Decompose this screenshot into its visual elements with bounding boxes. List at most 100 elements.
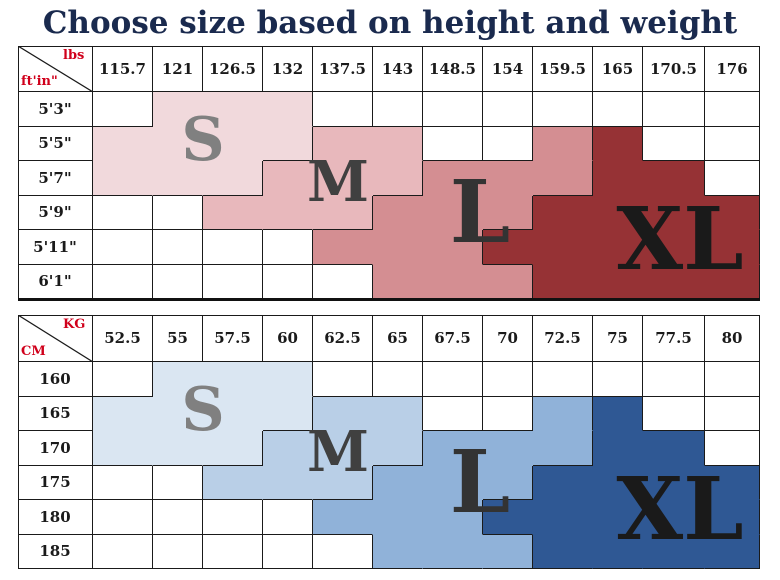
- metric-grid-cell: [313, 534, 373, 569]
- imperial-grid-cell: [593, 264, 643, 299]
- metric-grid-cell: [263, 465, 313, 500]
- table-divider: [18, 298, 760, 301]
- imperial-grid-cell: [643, 126, 705, 161]
- imperial-grid-cell: [593, 161, 643, 196]
- imperial-grid-cell: [313, 161, 373, 196]
- imperial-grid-cell: [203, 264, 263, 299]
- metric-grid-cell: [593, 534, 643, 569]
- metric-grid-cell: [93, 362, 153, 397]
- metric-grid-cell: [423, 431, 483, 466]
- imperial-grid-cell: [533, 264, 593, 299]
- imperial-weight-header: 176: [705, 46, 760, 92]
- metric-grid-cell: [643, 396, 705, 431]
- metric-grid-cell: [203, 431, 263, 466]
- metric-grid-cell: [93, 431, 153, 466]
- metric-grid-cell: [203, 500, 263, 535]
- metric-grid-cell: [423, 396, 483, 431]
- metric-grid-cell: [153, 431, 203, 466]
- imperial-size-label-l: L: [449, 161, 511, 263]
- metric-weight-header: 67.5: [423, 315, 483, 362]
- imperial-grid-cell: [373, 230, 423, 265]
- metric-height-label: 180: [18, 500, 93, 535]
- imperial-grid-cell: [643, 264, 705, 299]
- imperial-height-label: 5'11": [18, 230, 93, 265]
- imperial-grid-cell: [423, 92, 483, 127]
- metric-weight-header: 70: [483, 315, 533, 362]
- imperial-weight-header: 132: [263, 46, 313, 92]
- metric-grid-cell: [153, 396, 203, 431]
- metric-grid-cell: [483, 431, 533, 466]
- imperial-grid-cell: [313, 264, 373, 299]
- imperial-grid-cell: [423, 230, 483, 265]
- metric-grid-cell: [593, 431, 643, 466]
- imperial-grid-cell: [93, 161, 153, 196]
- metric-corner-cell: [18, 315, 93, 362]
- metric-grid-cell: [203, 362, 263, 397]
- imperial-grid-cell: [705, 264, 760, 299]
- metric-weight-header: 77.5: [643, 315, 705, 362]
- imperial-corner-diagonal: [18, 46, 93, 92]
- imperial-grid-cell: [93, 230, 153, 265]
- metric-grid-cell: [483, 362, 533, 397]
- metric-grid-cell: [263, 396, 313, 431]
- imperial-height-label: 5'5": [18, 126, 93, 161]
- metric-grid-cell: [263, 362, 313, 397]
- imperial-grid-cell: [533, 126, 593, 161]
- imperial-height-label: 5'9": [18, 195, 93, 230]
- imperial-grid-cell: [533, 161, 593, 196]
- metric-grid-cell: [203, 396, 263, 431]
- metric-size-label-l: L: [449, 431, 511, 533]
- metric-grid-cell: [313, 362, 373, 397]
- imperial-grid-cell: [153, 126, 203, 161]
- imperial-grid-cell: [93, 264, 153, 299]
- imperial-corner-cell: [18, 46, 93, 92]
- imperial-grid-cell: [423, 161, 483, 196]
- metric-grid-cell: [373, 362, 423, 397]
- metric-weight-header: 62.5: [313, 315, 373, 362]
- metric-weight-header: 57.5: [203, 315, 263, 362]
- metric-grid-cell: [263, 500, 313, 535]
- imperial-grid-cell: [483, 126, 533, 161]
- metric-grid-cell: [533, 431, 593, 466]
- imperial-grid-cell: [705, 126, 760, 161]
- metric-grid-cell: [203, 534, 263, 569]
- imperial-weight-header: 154: [483, 46, 533, 92]
- imperial-grid-cell: [93, 126, 153, 161]
- imperial-grid-cell: [643, 92, 705, 127]
- imperial-weight-header: 115.7: [93, 46, 153, 92]
- imperial-grid-cell: [203, 126, 263, 161]
- imperial-weight-header: 121: [153, 46, 203, 92]
- metric-grid-cell: [263, 431, 313, 466]
- imperial-grid-cell: [483, 195, 533, 230]
- imperial-grid-cell: [93, 195, 153, 230]
- imperial-unit-left: ft'in": [21, 74, 58, 89]
- imperial-grid-cell: [533, 195, 593, 230]
- metric-grid-cell: [593, 396, 643, 431]
- metric-size-label-m: M: [307, 418, 369, 485]
- metric-grid-cell: [483, 396, 533, 431]
- metric-weight-header: 60: [263, 315, 313, 362]
- imperial-weight-header: 159.5: [533, 46, 593, 92]
- imperial-grid-cell: [593, 126, 643, 161]
- metric-grid-cell: [153, 500, 203, 535]
- metric-grid-cell: [373, 500, 423, 535]
- metric-grid-cell: [313, 465, 373, 500]
- imperial-grid-cell: [153, 161, 203, 196]
- imperial-grid-cell: [153, 264, 203, 299]
- page-title: Choose size based on height and weight: [42, 5, 738, 41]
- imperial-grid-cell: [705, 92, 760, 127]
- imperial-grid-cell: [203, 161, 263, 196]
- metric-grid-cell: [153, 465, 203, 500]
- imperial-height-label: 5'7": [18, 161, 93, 196]
- imperial-height-label: 5'3": [18, 92, 93, 127]
- imperial-grid-cell: [153, 92, 203, 127]
- metric-grid-cell: [203, 465, 263, 500]
- imperial-grid-cell: [203, 195, 263, 230]
- metric-grid-cell: [533, 500, 593, 535]
- metric-grid-cell: [705, 465, 760, 500]
- imperial-grid-cell: [705, 230, 760, 265]
- metric-grid-cell: [423, 534, 483, 569]
- imperial-grid-cell: [373, 264, 423, 299]
- metric-grid-cell: [533, 396, 593, 431]
- imperial-grid-cell: [263, 126, 313, 161]
